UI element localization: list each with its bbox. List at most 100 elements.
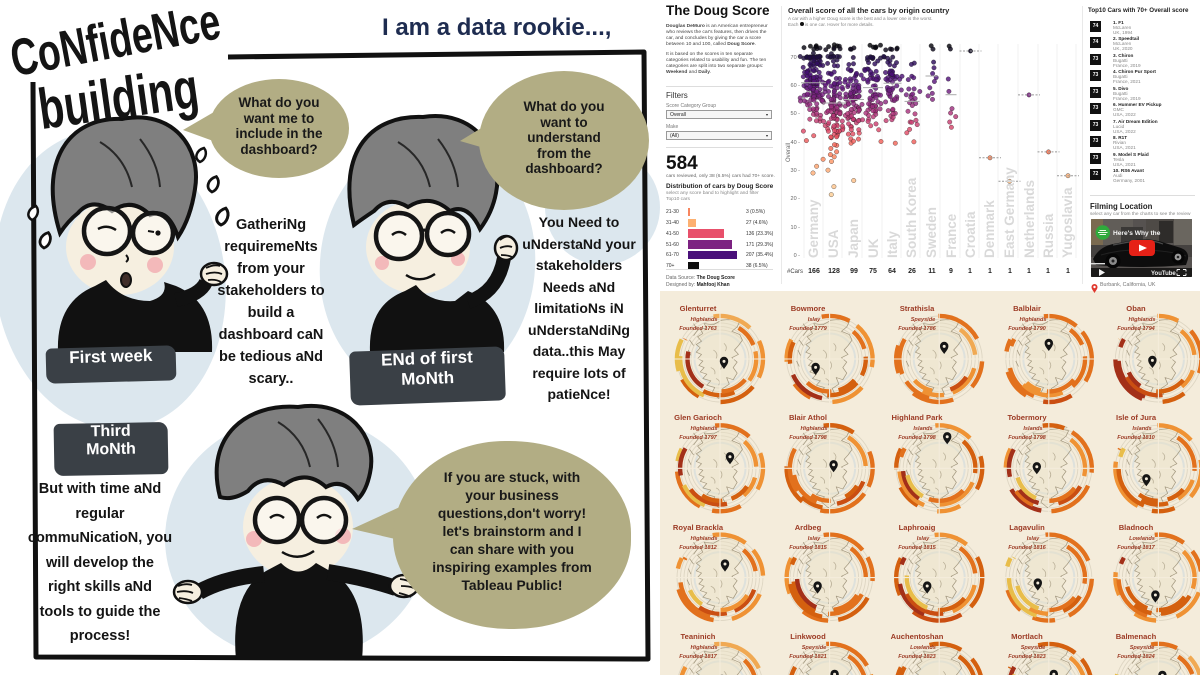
svg-text:99: 99 [850,268,858,275]
svg-text:Founded 1798: Founded 1798 [789,435,827,441]
svg-text:Yugoslavia: Yugoslavia [1060,187,1075,258]
svg-text:South Korea: South Korea [904,177,919,258]
svg-text:Isle of Jura: Isle of Jura [1116,413,1157,422]
svg-text:Balblair: Balblair [1013,304,1041,313]
svg-text:Netherlands: Netherlands [1022,180,1037,258]
svg-text:France: France [944,213,959,258]
svg-text:USA: USA [826,229,841,258]
svg-text:30 -: 30 - [791,168,801,174]
svg-text:26: 26 [908,268,916,275]
svg-text:Blair Athol: Blair Athol [789,413,827,422]
svg-text:#Cars: #Cars [787,269,803,275]
svg-text:Glen Garioch: Glen Garioch [674,413,722,422]
svg-text:Founded 1817: Founded 1817 [679,654,717,660]
svg-text:Russia: Russia [1041,213,1056,258]
svg-text:166: 166 [808,268,820,275]
svg-text:Royal Brackla: Royal Brackla [673,523,724,532]
svg-text:Islay: Islay [917,536,930,542]
svg-text:1: 1 [1027,268,1031,275]
svg-text:Speyside: Speyside [802,645,827,651]
svg-text:1: 1 [968,268,972,275]
svg-text:Highlands: Highlands [690,536,717,542]
svg-text:Founded 1797: Founded 1797 [679,435,717,441]
svg-text:Founded 1815: Founded 1815 [789,545,827,551]
svg-text:60 -: 60 - [791,83,801,89]
svg-text:Speyside: Speyside [911,317,936,323]
svg-text:Islay: Islay [808,536,821,542]
svg-text:Founded 1810: Founded 1810 [1117,435,1155,441]
svg-text:Teaninich: Teaninich [681,632,716,641]
svg-text:Germany: Germany [806,199,821,258]
svg-text:70 -: 70 - [791,55,801,61]
svg-text:Japan: Japan [846,219,861,258]
svg-text:Founded 1821: Founded 1821 [789,654,827,660]
svg-text:Highlands: Highlands [690,426,717,432]
svg-text:UK: UK [866,238,881,258]
svg-text:Founded 1790: Founded 1790 [1008,326,1046,332]
svg-text:Islay: Islay [808,317,821,323]
svg-text:1: 1 [1008,268,1012,275]
svg-text:Ardbeg: Ardbeg [795,523,822,532]
svg-text:Here's Why the: Here's Why the [1113,230,1161,237]
svg-text:10 -: 10 - [791,225,801,231]
svg-text:Islay: Islay [1027,536,1040,542]
svg-text:0 -: 0 - [794,253,801,259]
svg-text:Oban: Oban [1126,304,1146,313]
svg-text:1: 1 [1066,268,1070,275]
svg-text:Bladnoch: Bladnoch [1119,523,1154,532]
svg-text:Lagavulin: Lagavulin [1009,523,1045,532]
svg-text:Overall: Overall [786,143,792,162]
svg-text:Strathisla: Strathisla [900,304,935,313]
svg-text:50 -: 50 - [791,111,801,117]
svg-text:Islands: Islands [1023,426,1042,432]
svg-text:East Germany: East Germany [1002,167,1017,258]
svg-text:Founded 1823: Founded 1823 [898,654,936,660]
svg-text:Sweden: Sweden [924,207,939,258]
svg-text:Islands: Islands [1132,426,1151,432]
svg-text:Auchentoshan: Auchentoshan [891,632,944,641]
svg-text:75: 75 [869,268,877,275]
svg-text:Founded 1798: Founded 1798 [1008,435,1046,441]
svg-text:Lowlands: Lowlands [910,645,936,651]
svg-text:64: 64 [888,268,896,275]
svg-text:Founded 1779: Founded 1779 [789,326,827,332]
svg-text:Linkwood: Linkwood [790,632,826,641]
svg-text:Islands: Islands [913,426,932,432]
svg-text:Highlands: Highlands [690,317,717,323]
svg-text:40 -: 40 - [791,140,801,146]
svg-text:Founded 1815: Founded 1815 [898,545,936,551]
svg-text:Founded 1794: Founded 1794 [1117,326,1155,332]
svg-text:Highlands: Highlands [800,426,827,432]
svg-text:1: 1 [988,268,992,275]
svg-text:Mortlach: Mortlach [1011,632,1043,641]
svg-text:Balmenach: Balmenach [1116,632,1157,641]
svg-text:Speyside: Speyside [1130,645,1155,651]
svg-text:Founded 1823: Founded 1823 [1008,654,1046,660]
svg-text:Tobermory: Tobermory [1007,413,1047,422]
svg-text:Founded 1817: Founded 1817 [1117,545,1155,551]
svg-text:Bowmore: Bowmore [791,304,826,313]
svg-text:Founded 1763: Founded 1763 [679,326,717,332]
svg-text:Founded 1812: Founded 1812 [679,545,717,551]
svg-text:1: 1 [1046,268,1050,275]
svg-text:Glenturret: Glenturret [680,304,717,313]
svg-text:128: 128 [828,268,840,275]
svg-text:YouTube: YouTube [1151,271,1176,277]
svg-text:Laphroaig: Laphroaig [899,523,936,532]
svg-text:Croatia: Croatia [963,211,978,258]
svg-text:Denmark: Denmark [982,200,997,258]
svg-text:Founded 1798: Founded 1798 [898,435,936,441]
svg-text:Highlands: Highlands [1128,317,1155,323]
svg-text:Speyside: Speyside [1021,645,1046,651]
svg-text:9: 9 [949,268,953,275]
svg-text:Lowlands: Lowlands [1129,536,1155,542]
svg-text:Highlands: Highlands [690,645,717,651]
svg-text:Italy: Italy [885,230,900,258]
svg-text:Founded 1816: Founded 1816 [1008,545,1046,551]
svg-text:Highland Park: Highland Park [891,413,943,422]
svg-text:Founded 1786: Founded 1786 [898,326,936,332]
svg-text:Highlands: Highlands [1019,317,1046,323]
svg-text:11: 11 [928,268,936,275]
svg-text:Founded 1824: Founded 1824 [1117,654,1155,660]
svg-text:20 -: 20 - [791,196,801,202]
